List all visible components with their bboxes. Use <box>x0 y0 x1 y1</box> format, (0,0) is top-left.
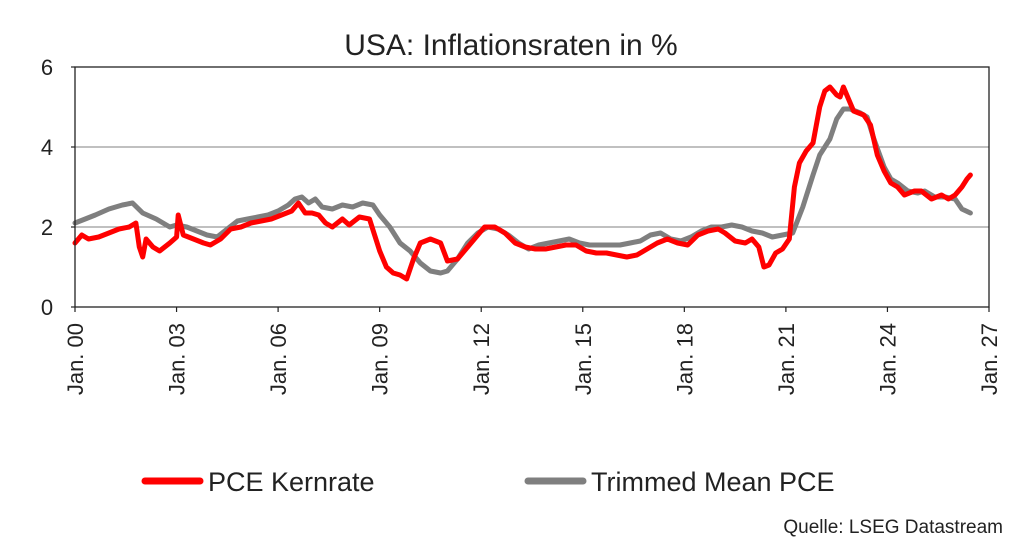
x-tick-label-2027: Jan. 27 <box>977 323 1002 395</box>
legend-label-pce-kernrate: PCE Kernrate <box>208 467 375 497</box>
x-tick-label-2000: Jan. 00 <box>63 323 88 395</box>
plot-area-frame <box>74 66 990 308</box>
x-tick-label-2006: Jan. 06 <box>266 323 291 395</box>
legend: PCE Kernrate Trimmed Mean PCE <box>141 467 835 497</box>
x-tick-label-2018: Jan. 18 <box>672 323 697 395</box>
source-note: Quelle: LSEG Datastream <box>783 517 1003 538</box>
legend-label-trimmed-mean-pce: Trimmed Mean PCE <box>591 467 835 497</box>
x-axis-ticks: Jan. 00 Jan. 03 Jan. 06 Jan. 09 Jan. 12 Jan. … <box>63 307 1002 395</box>
y-tick-label-2: 2 <box>41 215 53 240</box>
y-tick-label-4: 4 <box>41 135 53 160</box>
x-tick-label-2021: Jan. 21 <box>774 323 799 395</box>
chart-title: USA: Inflationsraten in % <box>344 29 678 62</box>
x-tick-label-2024: Jan. 24 <box>875 323 900 395</box>
y-tick-label-0: 0 <box>41 295 53 320</box>
y-axis-ticks: 0 2 4 6 <box>41 55 75 320</box>
x-tick-label-2015: Jan. 15 <box>571 323 596 395</box>
series-line-pce-kernrate <box>72 84 973 282</box>
x-tick-label-2009: Jan. 09 <box>368 323 393 395</box>
x-tick-label-2012: Jan. 12 <box>469 323 494 395</box>
grid-lines <box>75 146 989 228</box>
y-tick-label-6: 6 <box>41 55 53 80</box>
data-series <box>72 84 973 282</box>
x-tick-label-2003: Jan. 03 <box>165 323 190 395</box>
